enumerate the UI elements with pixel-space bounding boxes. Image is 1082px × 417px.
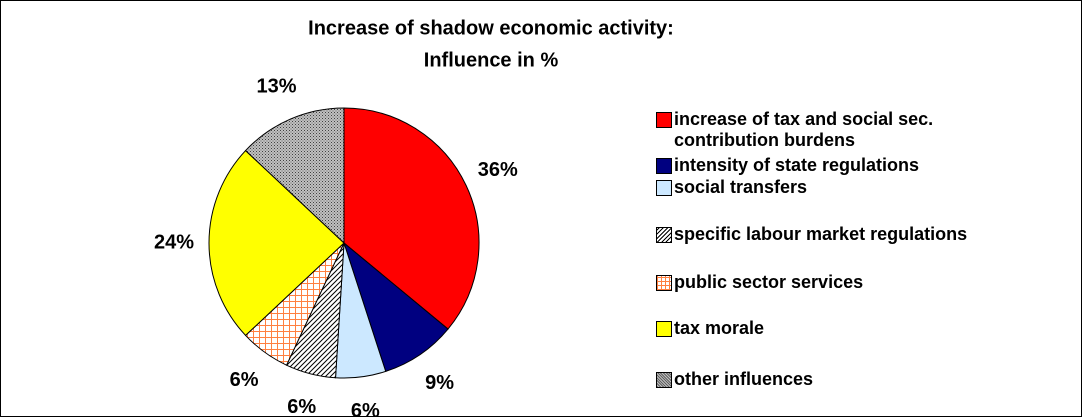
legend-swatch bbox=[656, 158, 672, 174]
legend-label: public sector services bbox=[674, 272, 864, 292]
data-label: 9% bbox=[425, 372, 454, 394]
data-label: 6% bbox=[351, 400, 380, 416]
data-label: 6% bbox=[287, 396, 316, 416]
legend-swatch bbox=[656, 321, 672, 337]
legend-label: intensity of state regulations bbox=[674, 155, 920, 175]
legend-item: other influences bbox=[656, 369, 1044, 390]
legend-swatch bbox=[656, 112, 672, 128]
data-label: 6% bbox=[230, 369, 259, 391]
legend-label: tax morale bbox=[674, 318, 765, 338]
legend-label: other influences bbox=[674, 369, 814, 389]
chart-subtitle: Influence in % bbox=[424, 49, 559, 71]
data-label: 24% bbox=[154, 231, 194, 253]
legend-item: increase of tax and social sec. contribu… bbox=[656, 109, 1004, 151]
data-label: 36% bbox=[478, 159, 518, 181]
legend-swatch bbox=[656, 227, 672, 243]
legend-label: social transfers bbox=[674, 177, 808, 197]
legend-label: increase of tax and social sec. contribu… bbox=[674, 109, 934, 150]
legend-item: specific labour market regulations bbox=[656, 224, 1044, 245]
legend-swatch bbox=[656, 180, 672, 196]
legend-swatch bbox=[656, 275, 672, 291]
legend-swatch bbox=[656, 372, 672, 388]
legend-item: tax morale bbox=[656, 318, 1044, 339]
pie-slice bbox=[208, 149, 345, 337]
data-label: 13% bbox=[256, 75, 296, 97]
legend-item: intensity of state regulations bbox=[656, 155, 1044, 176]
legend-item: social transfers bbox=[656, 177, 1044, 198]
chart-title: Increase of shadow economic activity: bbox=[308, 17, 674, 39]
legend-label: specific labour market regulations bbox=[674, 224, 968, 244]
pie-slice bbox=[244, 107, 345, 245]
pie-slice bbox=[343, 107, 480, 330]
legend-item: public sector services bbox=[656, 272, 1044, 293]
